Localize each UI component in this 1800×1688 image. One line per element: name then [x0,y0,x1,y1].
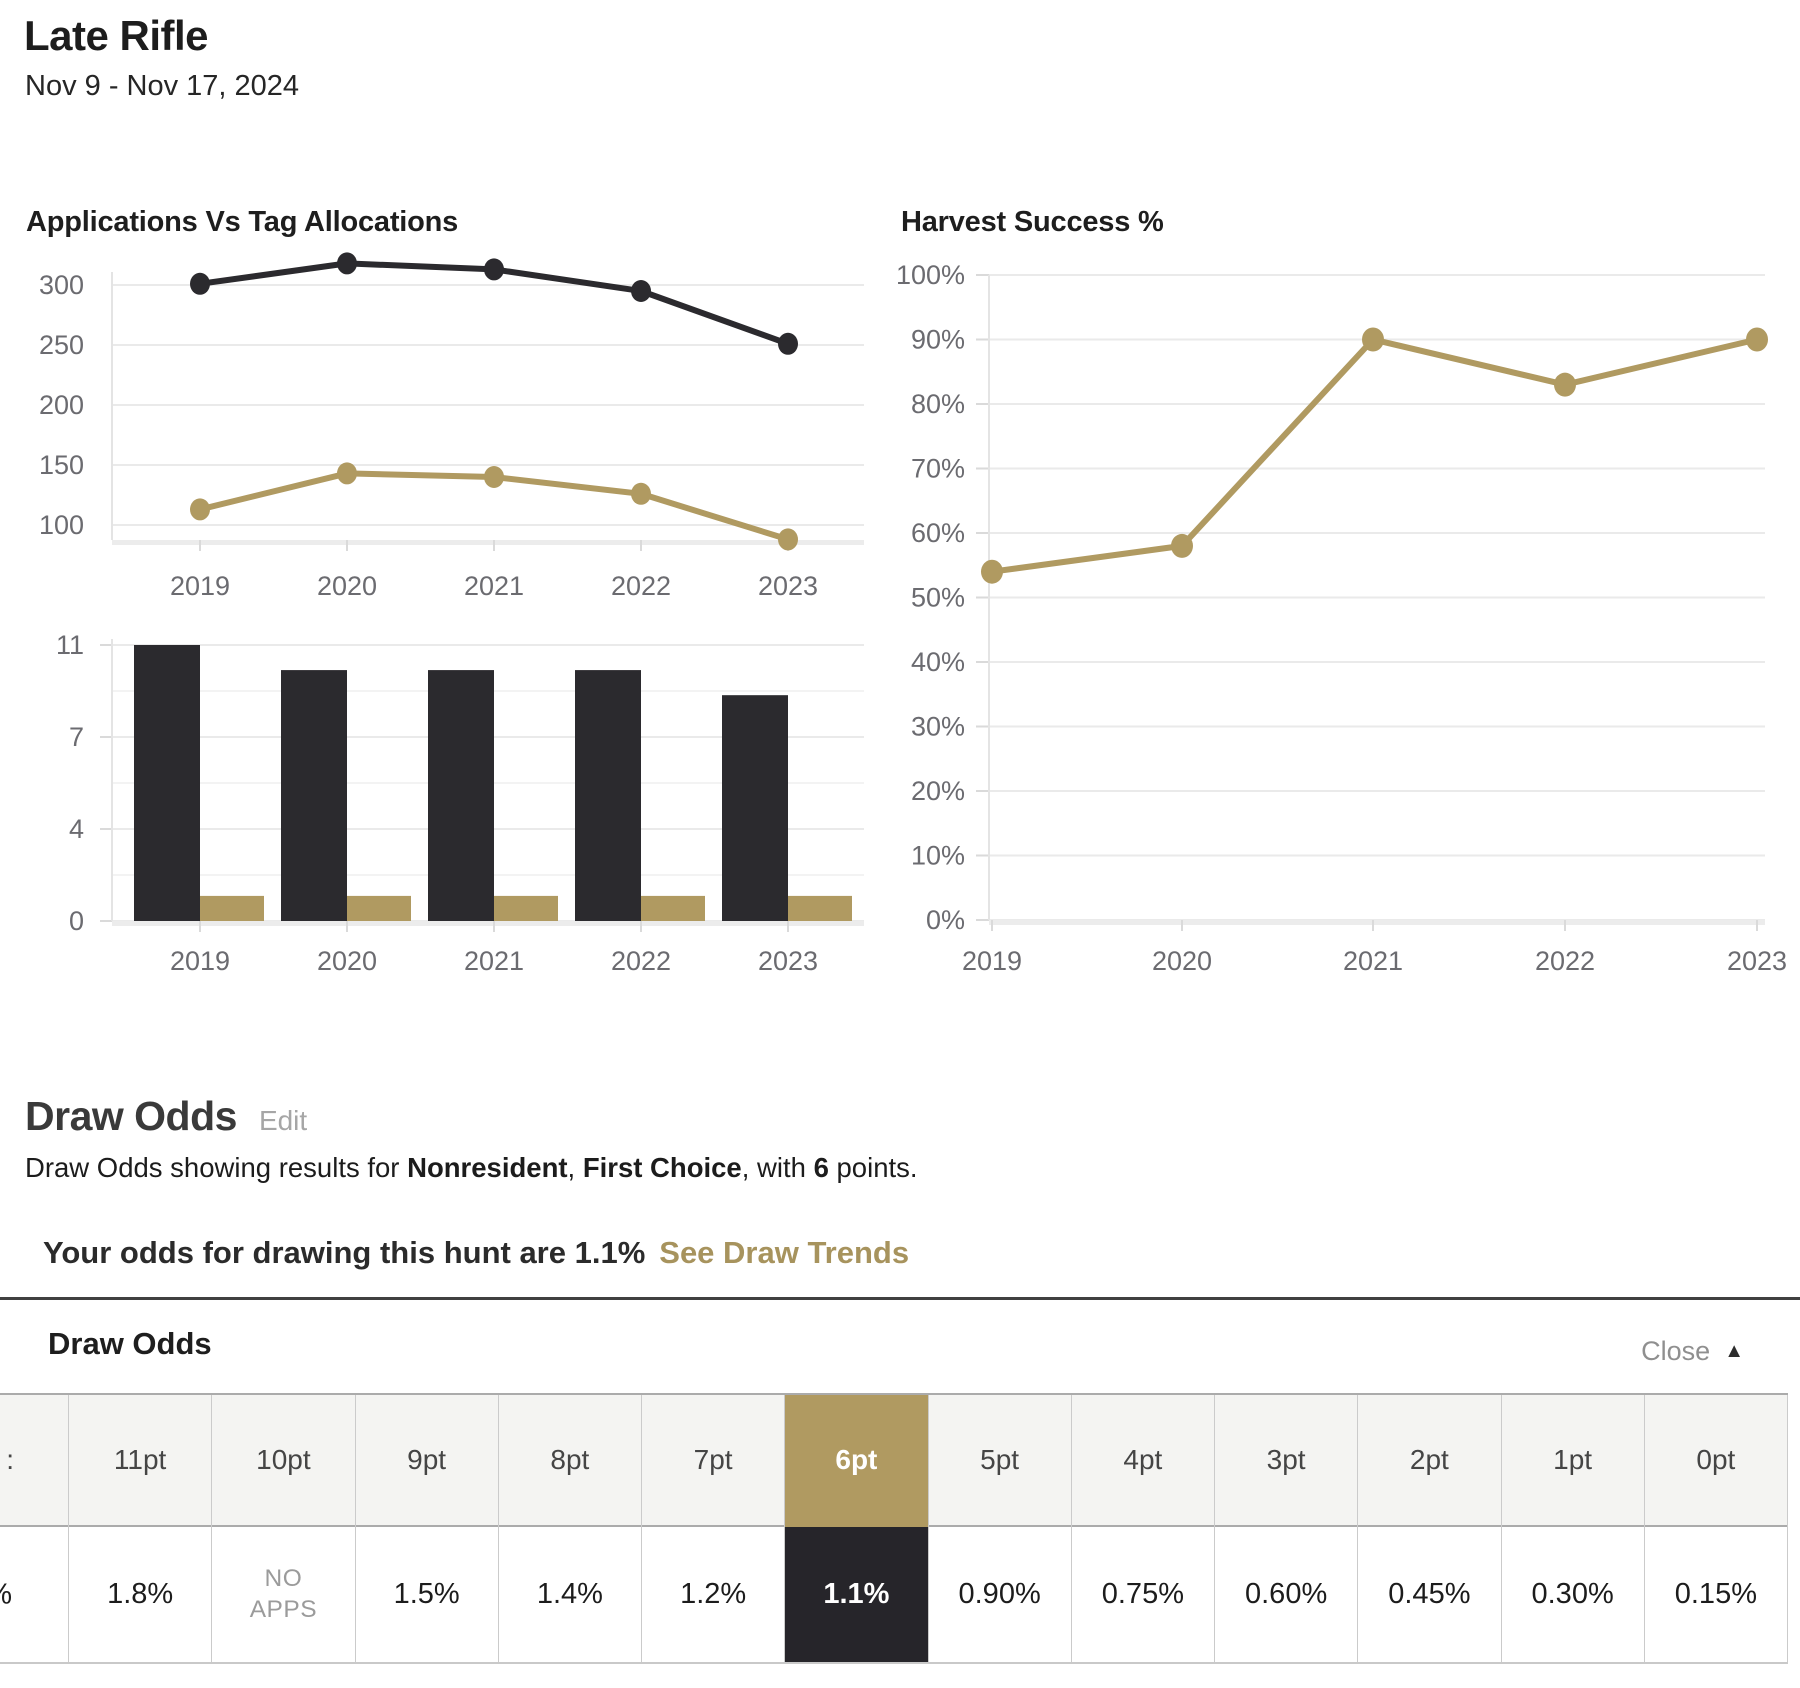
draw-odds-panel-title: Draw Odds [48,1326,212,1361]
svg-text:2023: 2023 [758,571,818,601]
odds-column-7pt[interactable]: 7pt 1.2% [641,1395,785,1662]
svg-text:80%: 80% [911,389,965,419]
page-title: Late Rifle [24,12,209,59]
odds-value-cell: 0.30% [1501,1527,1644,1662]
svg-text:2019: 2019 [962,946,1022,976]
see-draw-trends-link[interactable]: See Draw Trends [659,1235,910,1270]
odds-header-cell: 5pt [928,1395,1071,1527]
svg-text:7: 7 [69,722,84,752]
harvest-success-chart: 100% 90% 80% 70% 60% 50% 40% 30% 20% 10% 0% 2019 202… [896,260,1787,976]
edit-link[interactable]: Edit [258,1105,308,1136]
close-button[interactable]: Close ▲ [1641,1336,1744,1367]
svg-text:2020: 2020 [317,946,377,976]
odds-value-cell: 0.45% [1358,1527,1501,1662]
applications-bar-chart: 11 7 4 0 2019 2020 2021 2022 2023 [56,630,864,976]
odds-value-cell: 0.90% [928,1527,1071,1662]
odds-header-cell: 4pt [1071,1395,1214,1527]
odds-value-cell: 0.75% [1071,1527,1214,1662]
odds-column-10pt[interactable]: 10pt NO APPS [211,1395,355,1662]
svg-text:0%: 0% [926,905,965,935]
svg-text:2022: 2022 [611,571,671,601]
odds-column-0pt[interactable]: 0pt 0.15% [1643,1395,1788,1662]
odds-value-cell: NO APPS [212,1527,355,1662]
svg-text:11: 11 [56,630,84,660]
odds-column-8pt[interactable]: 8pt 1.4% [497,1395,641,1662]
svg-text:60%: 60% [911,518,965,548]
summary-text: Draw Odds showing results for [25,1152,408,1183]
svg-text:0: 0 [69,906,84,936]
svg-text:2019: 2019 [170,946,230,976]
harvest-chart-title: Harvest Success % [901,206,1164,238]
odds-header-cell: 8pt [498,1395,641,1527]
svg-text:4: 4 [69,814,84,844]
odds-value-cell: 1.5% [355,1527,498,1662]
odds-column-4pt[interactable]: 4pt 0.75% [1070,1395,1214,1662]
svg-text:2020: 2020 [317,571,377,601]
odds-header-cell: 11pt [69,1395,212,1527]
svg-text:100: 100 [39,510,84,540]
svg-text:2020: 2020 [1152,946,1212,976]
odds-value-cell: 1.8% [69,1527,212,1662]
svg-text:90%: 90% [911,325,965,355]
odds-header-cell: 3pt [1215,1395,1358,1527]
svg-text:2021: 2021 [464,946,524,976]
svg-text:2023: 2023 [1727,946,1787,976]
draw-odds-table: : % 11pt1.8%10ptNOAPPS9pt1.5%8pt1.4%7pt1… [0,1393,1788,1664]
svg-text:70%: 70% [911,454,965,484]
odds-header-cell: 1pt [1501,1395,1644,1527]
odds-header-cell: 9pt [355,1395,498,1527]
svg-text:2019: 2019 [170,571,230,601]
chevron-up-icon: ▲ [1724,1340,1744,1362]
svg-text:2021: 2021 [1343,946,1403,976]
svg-text:2022: 2022 [1535,946,1595,976]
odds-value-cell: 1.2% [642,1527,785,1662]
summary-residency: Nonresident [407,1152,568,1183]
odds-column-3pt[interactable]: 3pt 0.60% [1214,1395,1358,1662]
svg-text:2022: 2022 [611,946,671,976]
summary-points: 6 [813,1152,829,1183]
odds-value-cell: % [0,1527,68,1662]
odds-header-cell: 2pt [1358,1395,1501,1527]
draw-odds-summary: Draw Odds showing results for Nonresiden… [25,1152,918,1183]
odds-column-1pt[interactable]: 1pt 0.30% [1500,1395,1644,1662]
odds-value-cell: 0.15% [1644,1527,1787,1662]
odds-value-cell: 1.4% [498,1527,641,1662]
odds-column-partial: : % [0,1395,68,1662]
odds-column-9pt[interactable]: 9pt 1.5% [354,1395,498,1662]
hunt-date-range: Nov 9 - Nov 17, 2024 [25,70,300,102]
summary-choice: First Choice [582,1152,742,1183]
svg-text:2021: 2021 [464,571,524,601]
svg-text:250: 250 [39,330,84,360]
draw-odds-heading: Draw Odds [25,1093,237,1139]
svg-text:200: 200 [39,390,84,420]
applications-line-chart: 300 250 200 150 100 2019 2020 2021 2022 2023 [39,252,864,601]
odds-header-cell: : [0,1395,68,1527]
svg-text:50%: 50% [911,583,965,613]
odds-column-11pt[interactable]: 11pt 1.8% [68,1395,212,1662]
odds-column-5pt[interactable]: 5pt 0.90% [927,1395,1071,1662]
applications-chart-title: Applications Vs Tag Allocations [26,206,459,238]
odds-header-cell: 6pt [785,1395,928,1527]
odds-header-cell: 0pt [1644,1395,1787,1527]
svg-text:10%: 10% [911,841,965,871]
odds-header-cell: 7pt [642,1395,785,1527]
svg-text:20%: 20% [911,776,965,806]
svg-text:150: 150 [39,450,84,480]
odds-column-6pt[interactable]: 6pt 1.1% [784,1395,928,1662]
svg-text:2023: 2023 [758,946,818,976]
odds-statement-row: Your odds for drawing this hunt are 1.1%… [43,1235,909,1271]
svg-text:40%: 40% [911,647,965,677]
odds-header-cell: 10pt [212,1395,355,1527]
odds-statement: Your odds for drawing this hunt are 1.1% [43,1235,646,1270]
svg-text:100%: 100% [896,260,965,290]
odds-value-cell: 0.60% [1215,1527,1358,1662]
odds-value-cell: 1.1% [785,1527,928,1662]
section-divider [0,1297,1800,1300]
draw-odds-section: Draw Odds Edit [25,1093,307,1140]
odds-column-2pt[interactable]: 2pt 0.45% [1357,1395,1501,1662]
close-label: Close [1641,1336,1711,1366]
svg-text:300: 300 [39,270,84,300]
svg-text:30%: 30% [911,712,965,742]
